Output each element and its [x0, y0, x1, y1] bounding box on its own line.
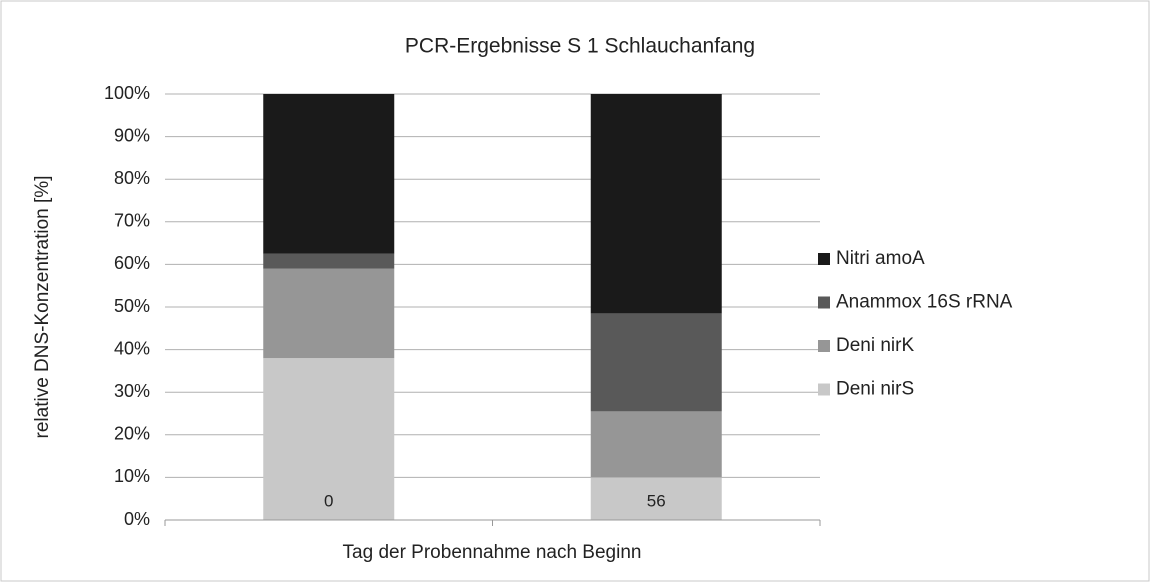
y-tick-label: 20%	[114, 424, 150, 444]
y-tick-label: 60%	[114, 253, 150, 273]
y-tick-label: 70%	[114, 211, 150, 231]
bar-segment	[590, 411, 722, 478]
bar-segment	[590, 94, 722, 314]
bar-segment	[263, 253, 395, 269]
legend-label: Deni nirK	[836, 335, 914, 356]
bar-segment	[263, 94, 395, 254]
y-tick-label: 10%	[114, 466, 150, 486]
bar-segment	[263, 268, 395, 359]
legend-swatch	[818, 253, 830, 265]
y-tick-label: 40%	[114, 338, 150, 358]
x-axis-label: Tag der Probennahme nach Beginn	[343, 542, 642, 563]
y-axis-label: relative DNS-Konzentration [%]	[32, 176, 53, 439]
x-tick-label: 0	[324, 491, 333, 510]
y-tick-label: 100%	[104, 83, 150, 103]
legend-label: Deni nirS	[836, 379, 914, 400]
legend-label: Nitri amoA	[836, 248, 925, 269]
bar-segment	[590, 477, 722, 520]
y-tick-label: 50%	[114, 296, 150, 316]
y-tick-label: 90%	[114, 125, 150, 145]
y-tick-label: 80%	[114, 168, 150, 188]
y-tick-label: 0%	[124, 509, 150, 529]
legend-swatch	[818, 296, 830, 309]
x-tick-label: 56	[647, 491, 666, 510]
chart-title: PCR-Ergebnisse S 1 Schlauchanfang	[405, 35, 755, 58]
legend-swatch	[818, 340, 830, 352]
legend-swatch	[818, 383, 830, 396]
y-tick-label: 30%	[114, 381, 150, 401]
bar-segment	[590, 313, 722, 412]
bar-segment	[263, 358, 395, 520]
legend-label: Anammox 16S rRNA	[836, 292, 1013, 313]
